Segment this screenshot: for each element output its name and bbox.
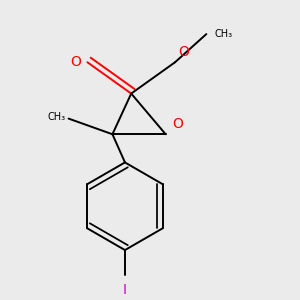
Text: O: O bbox=[70, 55, 81, 69]
Text: CH₃: CH₃ bbox=[47, 112, 65, 122]
Text: O: O bbox=[172, 117, 183, 131]
Text: O: O bbox=[178, 45, 189, 59]
Text: CH₃: CH₃ bbox=[214, 29, 232, 39]
Text: I: I bbox=[123, 283, 127, 297]
